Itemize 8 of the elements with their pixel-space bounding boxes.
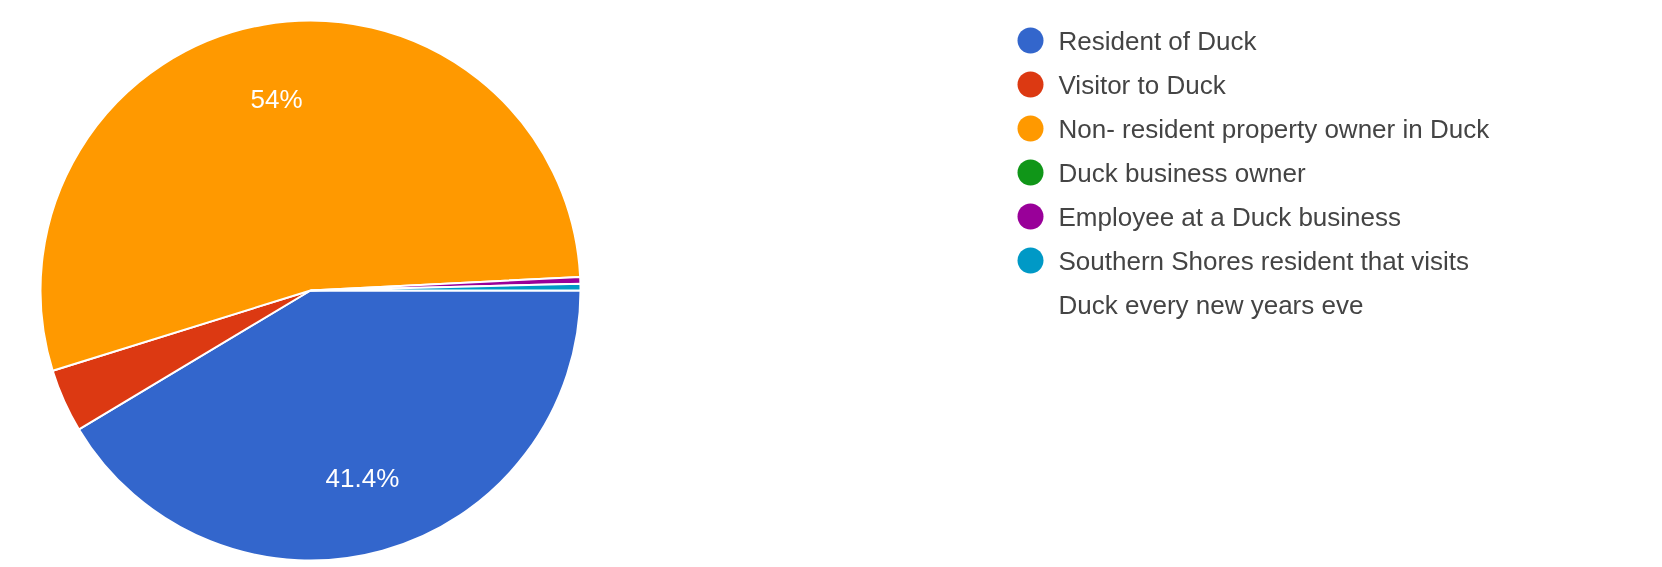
legend-label: Southern Shores resident that visits Duck every new years eve xyxy=(1058,245,1469,320)
legend-label: Duck business owner xyxy=(1058,157,1306,188)
data-label: 41.4% xyxy=(325,462,400,493)
legend-label: Visitor to Duck xyxy=(1058,69,1227,100)
legend-label: Non- resident property owner in Duck xyxy=(1058,113,1491,144)
legend-label: Employee at a Duck business xyxy=(1058,201,1402,232)
data-label: 54% xyxy=(250,84,303,115)
legend-label: Resident of Duck xyxy=(1058,25,1258,56)
